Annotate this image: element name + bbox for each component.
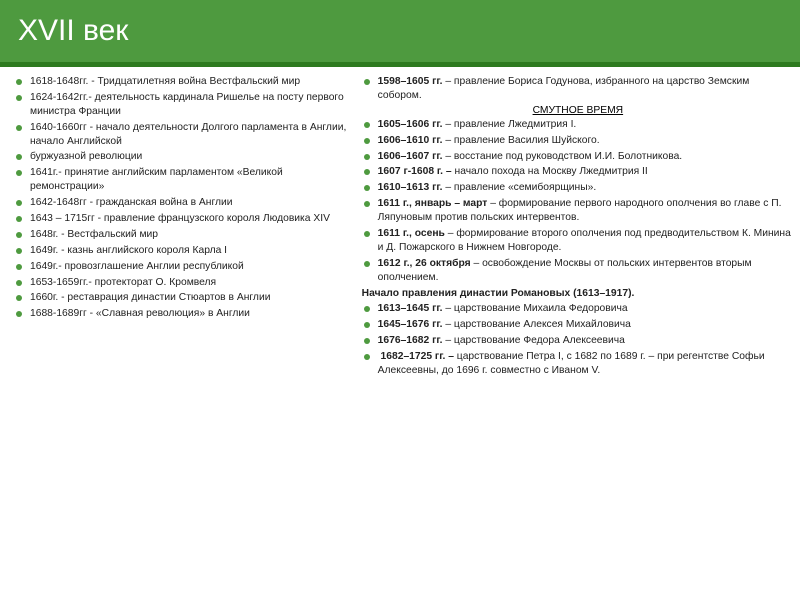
- list-item: 1606–1610 гг. – правление Василия Шуйско…: [362, 134, 794, 148]
- content-columns: 1618-1648гг. - Тридцатилетняя война Вест…: [0, 67, 800, 390]
- romanov-list: 1613–1645 гг. – царствование Михаила Фед…: [362, 302, 794, 377]
- list-item: 1682–1725 гг. – царствование Петра I, с …: [362, 350, 794, 378]
- smuta-heading: СМУТНОЕ ВРЕМЯ: [362, 105, 794, 116]
- list-item: буржуазной революции: [14, 150, 354, 164]
- left-column: 1618-1648гг. - Тридцатилетняя война Вест…: [14, 75, 354, 380]
- list-item: 1641г.- принятие английским парламентом …: [14, 166, 354, 194]
- left-list: 1618-1648гг. - Тридцатилетняя война Вест…: [14, 75, 354, 321]
- smuta-list: 1605–1606 гг. – правление Лжедмитрия I. 1…: [362, 118, 794, 285]
- list-item: 1642-1648гг - гражданская война в Англии: [14, 196, 354, 210]
- romanov-heading: Начало правления династии Романовых (161…: [362, 287, 794, 301]
- list-item: 1660г. - реставрация династии Стюартов в…: [14, 291, 354, 305]
- list-item: 1653-1659гг.- протекторат О. Кромвеля: [14, 276, 354, 290]
- list-item: 1611 г., январь – март – формирование пе…: [362, 197, 794, 225]
- list-item: 1610–1613 гг. – правление «семибоярщины»…: [362, 181, 794, 195]
- list-item: 1676–1682 гг. – царствование Федора Алек…: [362, 334, 794, 348]
- list-item: 1640-1660гг - начало деятельности Долгог…: [14, 121, 354, 149]
- list-item: 1606–1607 гг. – восстание под руководств…: [362, 150, 794, 164]
- list-item: 1624-1642гг.- деятельность кардинала Риш…: [14, 91, 354, 119]
- list-item: 1649г. - казнь английского короля Карла …: [14, 244, 354, 258]
- list-item: 1598–1605 гг. – правление Бориса Годунов…: [362, 75, 794, 103]
- list-item: 1607 г-1608 г. – начало похода на Москву…: [362, 165, 794, 179]
- list-item: 1612 г., 26 октября – освобождение Москв…: [362, 257, 794, 285]
- list-item: 1645–1676 гг. – царствование Алексея Мих…: [362, 318, 794, 332]
- list-item: 1611 г., осень – формирование второго оп…: [362, 227, 794, 255]
- list-item: 1643 – 1715гг - правление французского к…: [14, 212, 354, 226]
- list-item: 1618-1648гг. - Тридцатилетняя война Вест…: [14, 75, 354, 89]
- list-item: 1648г. - Вестфальский мир: [14, 228, 354, 242]
- slide-title: XVII век: [0, 0, 800, 67]
- list-item: 1605–1606 гг. – правление Лжедмитрия I.: [362, 118, 794, 132]
- list-item: 1613–1645 гг. – царствование Михаила Фед…: [362, 302, 794, 316]
- right-column: 1598–1605 гг. – правление Бориса Годунов…: [362, 75, 794, 380]
- list-item: 1688-1689гг - «Славная революция» в Англ…: [14, 307, 354, 321]
- list-item: 1649г.- провозглашение Англии республико…: [14, 260, 354, 274]
- right-intro-list: 1598–1605 гг. – правление Бориса Годунов…: [362, 75, 794, 103]
